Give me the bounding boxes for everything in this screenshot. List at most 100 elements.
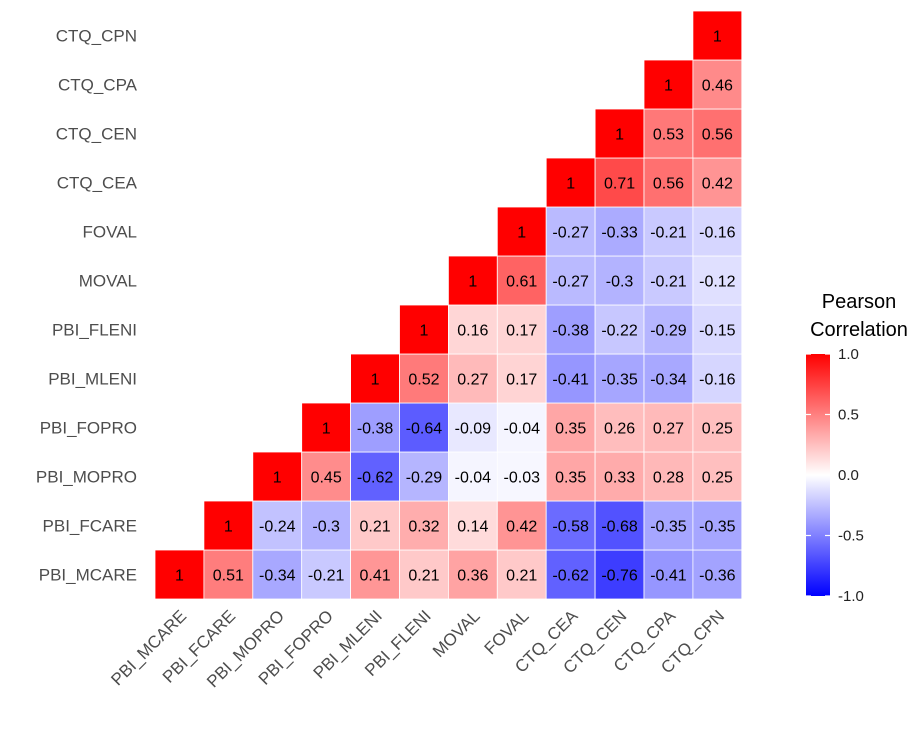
cell-value-label: 0.33	[604, 470, 635, 487]
cell-value-label: 0.14	[457, 519, 488, 536]
cell-value-label: 0.25	[702, 470, 733, 487]
cell-value-label: -0.35	[601, 372, 638, 389]
cell-value-label: 0.35	[555, 470, 586, 487]
x-axis-labels: PBI_MCAREPBI_FCAREPBI_MOPROPBI_FOPROPBI_…	[107, 606, 728, 691]
cell-value-label: 0.71	[604, 176, 635, 193]
cell-value-label: 1	[273, 470, 282, 487]
cell-value-label: 1	[713, 29, 722, 46]
cell-value-label: -0.21	[650, 225, 687, 242]
cell-value-label: -0.41	[552, 372, 589, 389]
cell-value-label: -0.36	[699, 568, 736, 585]
cell-value-label: 0.26	[604, 421, 635, 438]
cell-value-label: 0.21	[359, 519, 390, 536]
legend-tick-label: 0.5	[838, 407, 859, 424]
cell-value-label: 0.46	[702, 78, 733, 95]
cell-value-label: 0.53	[653, 127, 684, 144]
cell-value-label: 1	[371, 372, 380, 389]
cell-value-label: 0.25	[702, 421, 733, 438]
cell-value-label: 0.28	[653, 470, 684, 487]
cell-value-label: -0.3	[606, 274, 634, 291]
cell-value-label: 1	[322, 421, 331, 438]
x-tick-label: MOVAL	[429, 606, 484, 661]
cell-value-label: 1	[468, 274, 477, 291]
legend-title-line-2: Correlation	[810, 319, 908, 341]
cell-value-label: -0.33	[601, 225, 638, 242]
y-tick-label: PBI_MLENI	[48, 370, 137, 389]
cell-value-label: 0.56	[702, 127, 733, 144]
legend-title-line-1: Pearson	[822, 291, 897, 313]
cell-value-label: 0.27	[653, 421, 684, 438]
cell-value-label: -0.16	[699, 372, 736, 389]
cell-value-label: -0.21	[650, 274, 687, 291]
cell-value-label: -0.62	[552, 568, 589, 585]
cell-value-label: -0.29	[650, 323, 687, 340]
y-tick-label: CTQ_CEA	[57, 174, 138, 193]
y-tick-label: CTQ_CPA	[58, 76, 138, 95]
cell-value-label: 1	[419, 323, 428, 340]
cell-value-label: -0.15	[699, 323, 736, 340]
cell-value-label: 1	[175, 568, 184, 585]
cell-value-label: -0.24	[259, 519, 296, 536]
y-tick-label: CTQ_CPN	[56, 27, 137, 46]
cell-value-label: -0.68	[601, 519, 638, 536]
cell-value-label: 1	[566, 176, 575, 193]
cell-value-label: 0.61	[506, 274, 537, 291]
legend-tick-label: 0.0	[838, 467, 859, 484]
cell-value-label: 0.17	[506, 372, 537, 389]
cell-value-label: 0.42	[506, 519, 537, 536]
cell-value-label: -0.34	[259, 568, 296, 585]
cell-value-label: 0.45	[311, 470, 342, 487]
cell-value-label: -0.29	[406, 470, 443, 487]
cell-value-label: -0.22	[601, 323, 638, 340]
cell-value-label: 0.51	[213, 568, 244, 585]
y-tick-label: FOVAL	[83, 223, 137, 242]
cell-value-label: 0.42	[702, 176, 733, 193]
cell-value-label: -0.12	[699, 274, 736, 291]
cell-value-label: 0.32	[408, 519, 439, 536]
y-tick-label: MOVAL	[79, 272, 137, 291]
cell-value-label: -0.27	[552, 225, 589, 242]
cell-value-label: 0.36	[457, 568, 488, 585]
cell-value-label: -0.16	[699, 225, 736, 242]
legend: Pearson Correlation 1.0 0.5 0.0 -0.5 -1.0	[806, 291, 908, 605]
y-tick-label: PBI_FCARE	[43, 517, 137, 536]
cell-value-label: 0.52	[408, 372, 439, 389]
cell-value-label: -0.64	[406, 421, 443, 438]
cell-value-label: -0.35	[650, 519, 687, 536]
y-tick-label: PBI_FLENI	[52, 321, 137, 340]
cell-value-label: 1	[664, 78, 673, 95]
cell-value-label: 0.41	[359, 568, 390, 585]
cell-value-label: 0.16	[457, 323, 488, 340]
cell-value-label: -0.27	[552, 274, 589, 291]
cell-value-label: 0.35	[555, 421, 586, 438]
cell-value-label: -0.38	[357, 421, 394, 438]
cell-value-label: -0.76	[601, 568, 638, 585]
cell-value-label: 0.56	[653, 176, 684, 193]
cell-value-label: 0.17	[506, 323, 537, 340]
cell-value-label: 0.21	[408, 568, 439, 585]
cell-value-label: -0.38	[552, 323, 589, 340]
cell-value-label: -0.62	[357, 470, 394, 487]
legend-tick-label: 1.0	[838, 346, 859, 363]
cell-value-label: -0.09	[455, 421, 492, 438]
cell-value-label: -0.21	[308, 568, 345, 585]
cell-value-label: -0.04	[504, 421, 541, 438]
cell-value-label: -0.34	[650, 372, 687, 389]
y-tick-label: PBI_MCARE	[39, 566, 137, 585]
legend-tick-label: -0.5	[838, 528, 864, 545]
legend-tick-label: -1.0	[838, 588, 864, 605]
cell-value-label: 1	[517, 225, 526, 242]
cell-value-label: 0.21	[506, 568, 537, 585]
cell-value-label: -0.04	[455, 470, 492, 487]
cell-value-label: -0.58	[552, 519, 589, 536]
y-tick-label: CTQ_CEN	[56, 125, 137, 144]
cell-value-label: -0.41	[650, 568, 687, 585]
cell-value-label: -0.35	[699, 519, 736, 536]
cell-value-label: 1	[224, 519, 233, 536]
heatmap-cells: 1 0.51 -0.34 -0.21 0.41 0.21 0.36 0.21 -0.62 -0.7…	[155, 11, 742, 599]
y-axis-labels: PBI_MCARE PBI_FCARE PBI_MOPRO PBI_FOPRO PBI_…	[36, 27, 138, 585]
cell-value-label: -0.03	[504, 470, 541, 487]
cell-value-label: 1	[615, 127, 624, 144]
y-tick-label: PBI_FOPRO	[40, 419, 137, 438]
